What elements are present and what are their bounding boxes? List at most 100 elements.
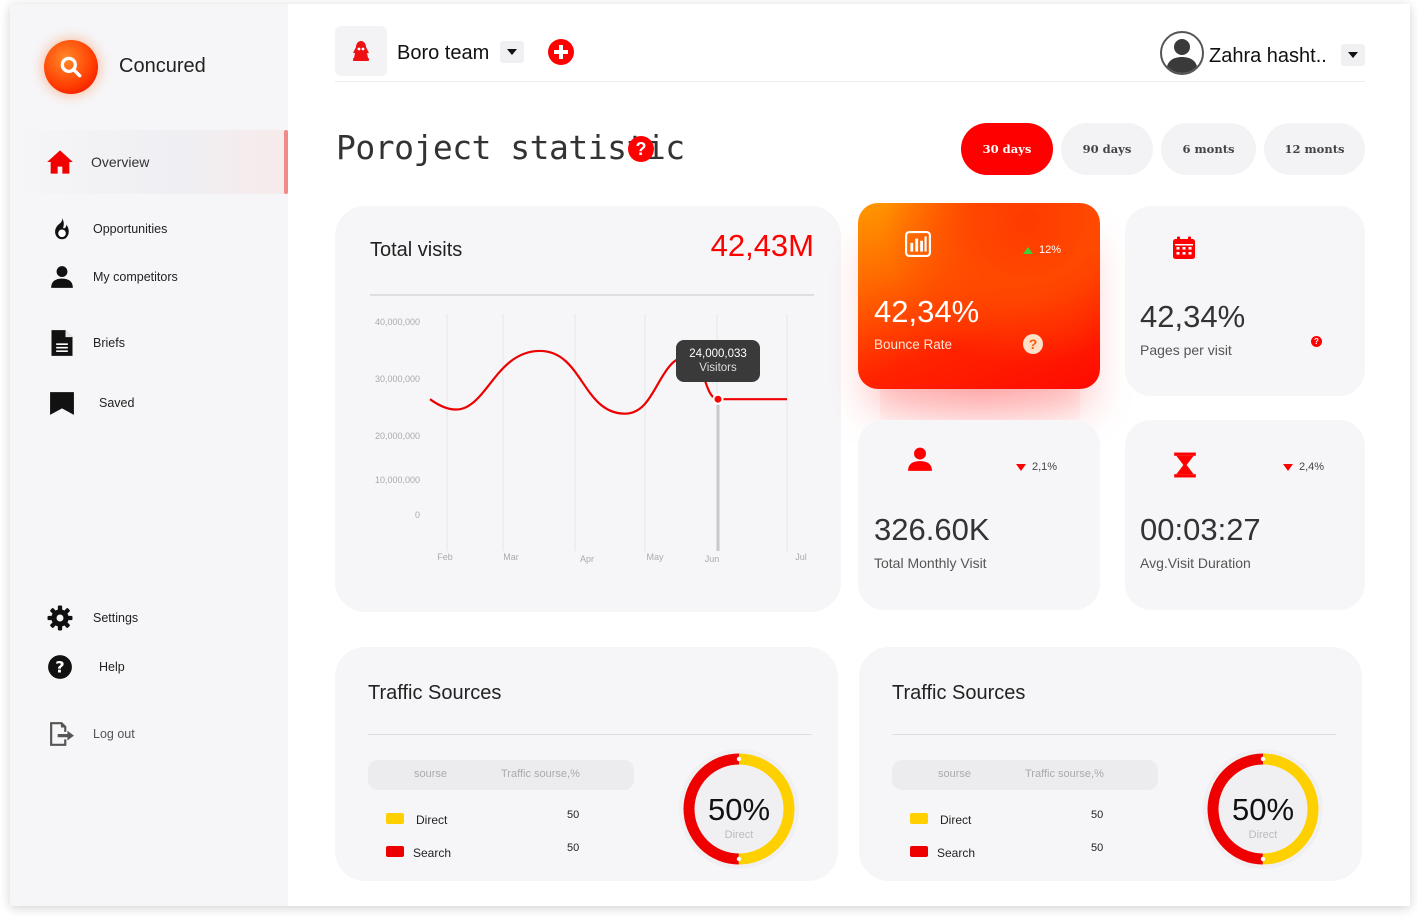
data-point-highlight[interactable] [712,393,724,405]
add-team-button[interactable] [548,39,574,65]
arrow-up-icon [1023,246,1033,254]
column-header-source: sourse [938,768,972,780]
bounce-change-value: 12% [1039,244,1062,256]
y-tick-label: 10,000,000 [375,475,420,485]
card-divider [368,734,812,735]
avatar[interactable] [1160,31,1204,75]
help-icon: ? [1314,337,1319,346]
sidebar-item-help[interactable]: ? Help [10,645,288,689]
pages-help-button[interactable]: ? [1311,336,1322,347]
help-button[interactable]: ? [628,136,654,162]
bounce-help-button[interactable]: ? [1023,334,1043,354]
donut-dot [1260,856,1266,862]
plus-icon [554,45,568,59]
user-icon [908,447,932,471]
sidebar-item-opportunities[interactable]: Opportunities [10,207,288,251]
tooltip-label: Visitors [699,362,737,374]
user-icon [48,263,76,291]
document-icon [48,329,76,357]
caret-down-icon [507,49,517,55]
sidebar-item-briefs[interactable]: Briefs [10,321,288,365]
row-value: 50 [567,842,580,854]
period-6-months[interactable]: 6 monts [1161,123,1256,175]
donut-value: 50% [1231,792,1295,827]
bounce-change: 12% [1023,244,1061,256]
donut-dot [1260,756,1266,762]
pages-per-visit-label: Pages per visit [1140,342,1232,358]
visits-line-chart: 40,000,000 30,000,000 20,000,000 10,000,000… [375,314,807,564]
help-icon: ? [46,653,74,681]
card-divider [892,734,1336,735]
brand-name: Concured [119,55,206,77]
period-90-days[interactable]: 90 days [1061,123,1153,175]
y-tick-label: 40,000,000 [375,317,420,327]
monthly-visit-card: 2,1% 326.60K Total Monthly Visit [858,420,1100,610]
column-header-percent: Traffic sourse,% [501,768,580,780]
x-tick-label: Apr [580,554,594,564]
monthly-visit-value: 326.60K [874,512,990,547]
user-avatar-icon [1166,39,1198,73]
sidebar-item-settings[interactable]: Settings [10,596,288,640]
row-value: 50 [1091,842,1104,854]
period-30-days[interactable]: 30 days [961,123,1053,175]
row-source: Search [937,846,976,860]
table-header: sourse Traffic sourse,% [892,760,1158,790]
x-tick-label: Jul [795,552,807,562]
sidebar-item-overview[interactable]: Overview [10,130,288,194]
team-dropdown[interactable] [500,41,524,63]
y-tick-label: 30,000,000 [375,374,420,384]
monthly-change-value: 2,1% [1032,461,1058,473]
logout-icon [48,720,76,748]
chart-tooltip: 24,000,033 Visitors [676,340,760,382]
x-tick-label: Feb [437,552,453,562]
bookmark-icon [48,389,76,417]
sidebar-item-label: Overview [91,154,150,170]
visit-duration-label: Avg.Visit Duration [1140,555,1251,571]
sidebar-item-label: Opportunities [93,222,168,236]
row-source: Search [413,846,452,860]
help-icon: ? [1028,336,1038,352]
sidebar-item-label: Settings [93,611,139,625]
home-icon [46,148,74,176]
table-row: Search 50 [368,842,634,864]
bar-chart-icon [905,231,931,257]
donut-dot [736,856,742,862]
legend-swatch-search [910,846,928,857]
user-dropdown[interactable] [1341,44,1365,66]
table-row: Direct 50 [892,809,1158,831]
sidebar-item-my-competitors[interactable]: My competitors [10,255,288,299]
row-source: Direct [940,813,972,827]
traffic-donut-chart [679,749,799,869]
traffic-sources-card-1: Traffic Sources sourse Traffic sourse,% … [335,647,838,881]
x-tick-label: May [646,552,664,562]
sidebar-item-saved[interactable]: Saved [10,381,288,425]
table-row: Direct 50 [368,809,634,831]
table-row: Search 50 [892,842,1158,864]
active-indicator [284,130,288,194]
column-header-percent: Traffic sourse,% [1025,768,1104,780]
donut-label: Direct [724,829,754,841]
traffic-sources-card-2: Traffic Sources sourse Traffic sourse,% … [859,647,1362,881]
team-logo-icon [353,41,369,61]
bounce-rate-card[interactable]: 12% 42,34% Bounce Rate ? [858,203,1100,389]
gear-icon [46,604,74,632]
pages-per-visit-card: 42,34% Pages per visit ? [1125,206,1365,396]
fire-icon [48,215,76,243]
traffic-donut-chart [1203,749,1323,869]
legend-swatch-direct [910,813,928,824]
bounce-rate-label: Bounce Rate [874,337,953,352]
hourglass-icon [1174,452,1196,478]
card-divider [370,294,814,296]
team-avatar[interactable] [335,26,387,76]
page-title: Poroject statistic [336,128,685,167]
header-divider [335,81,1365,82]
sidebar: Concured Overview Opportunities My compe… [10,4,288,906]
sidebar-item-log-out[interactable]: Log out [10,712,288,756]
card-title: Traffic Sources [892,682,1026,704]
row-value: 50 [567,809,580,821]
team-name: Boro team [397,42,490,64]
period-12-months[interactable]: 12 monts [1264,123,1365,175]
sidebar-item-label: Log out [93,727,135,741]
caret-down-icon [1348,52,1358,58]
help-icon: ? [635,138,647,159]
